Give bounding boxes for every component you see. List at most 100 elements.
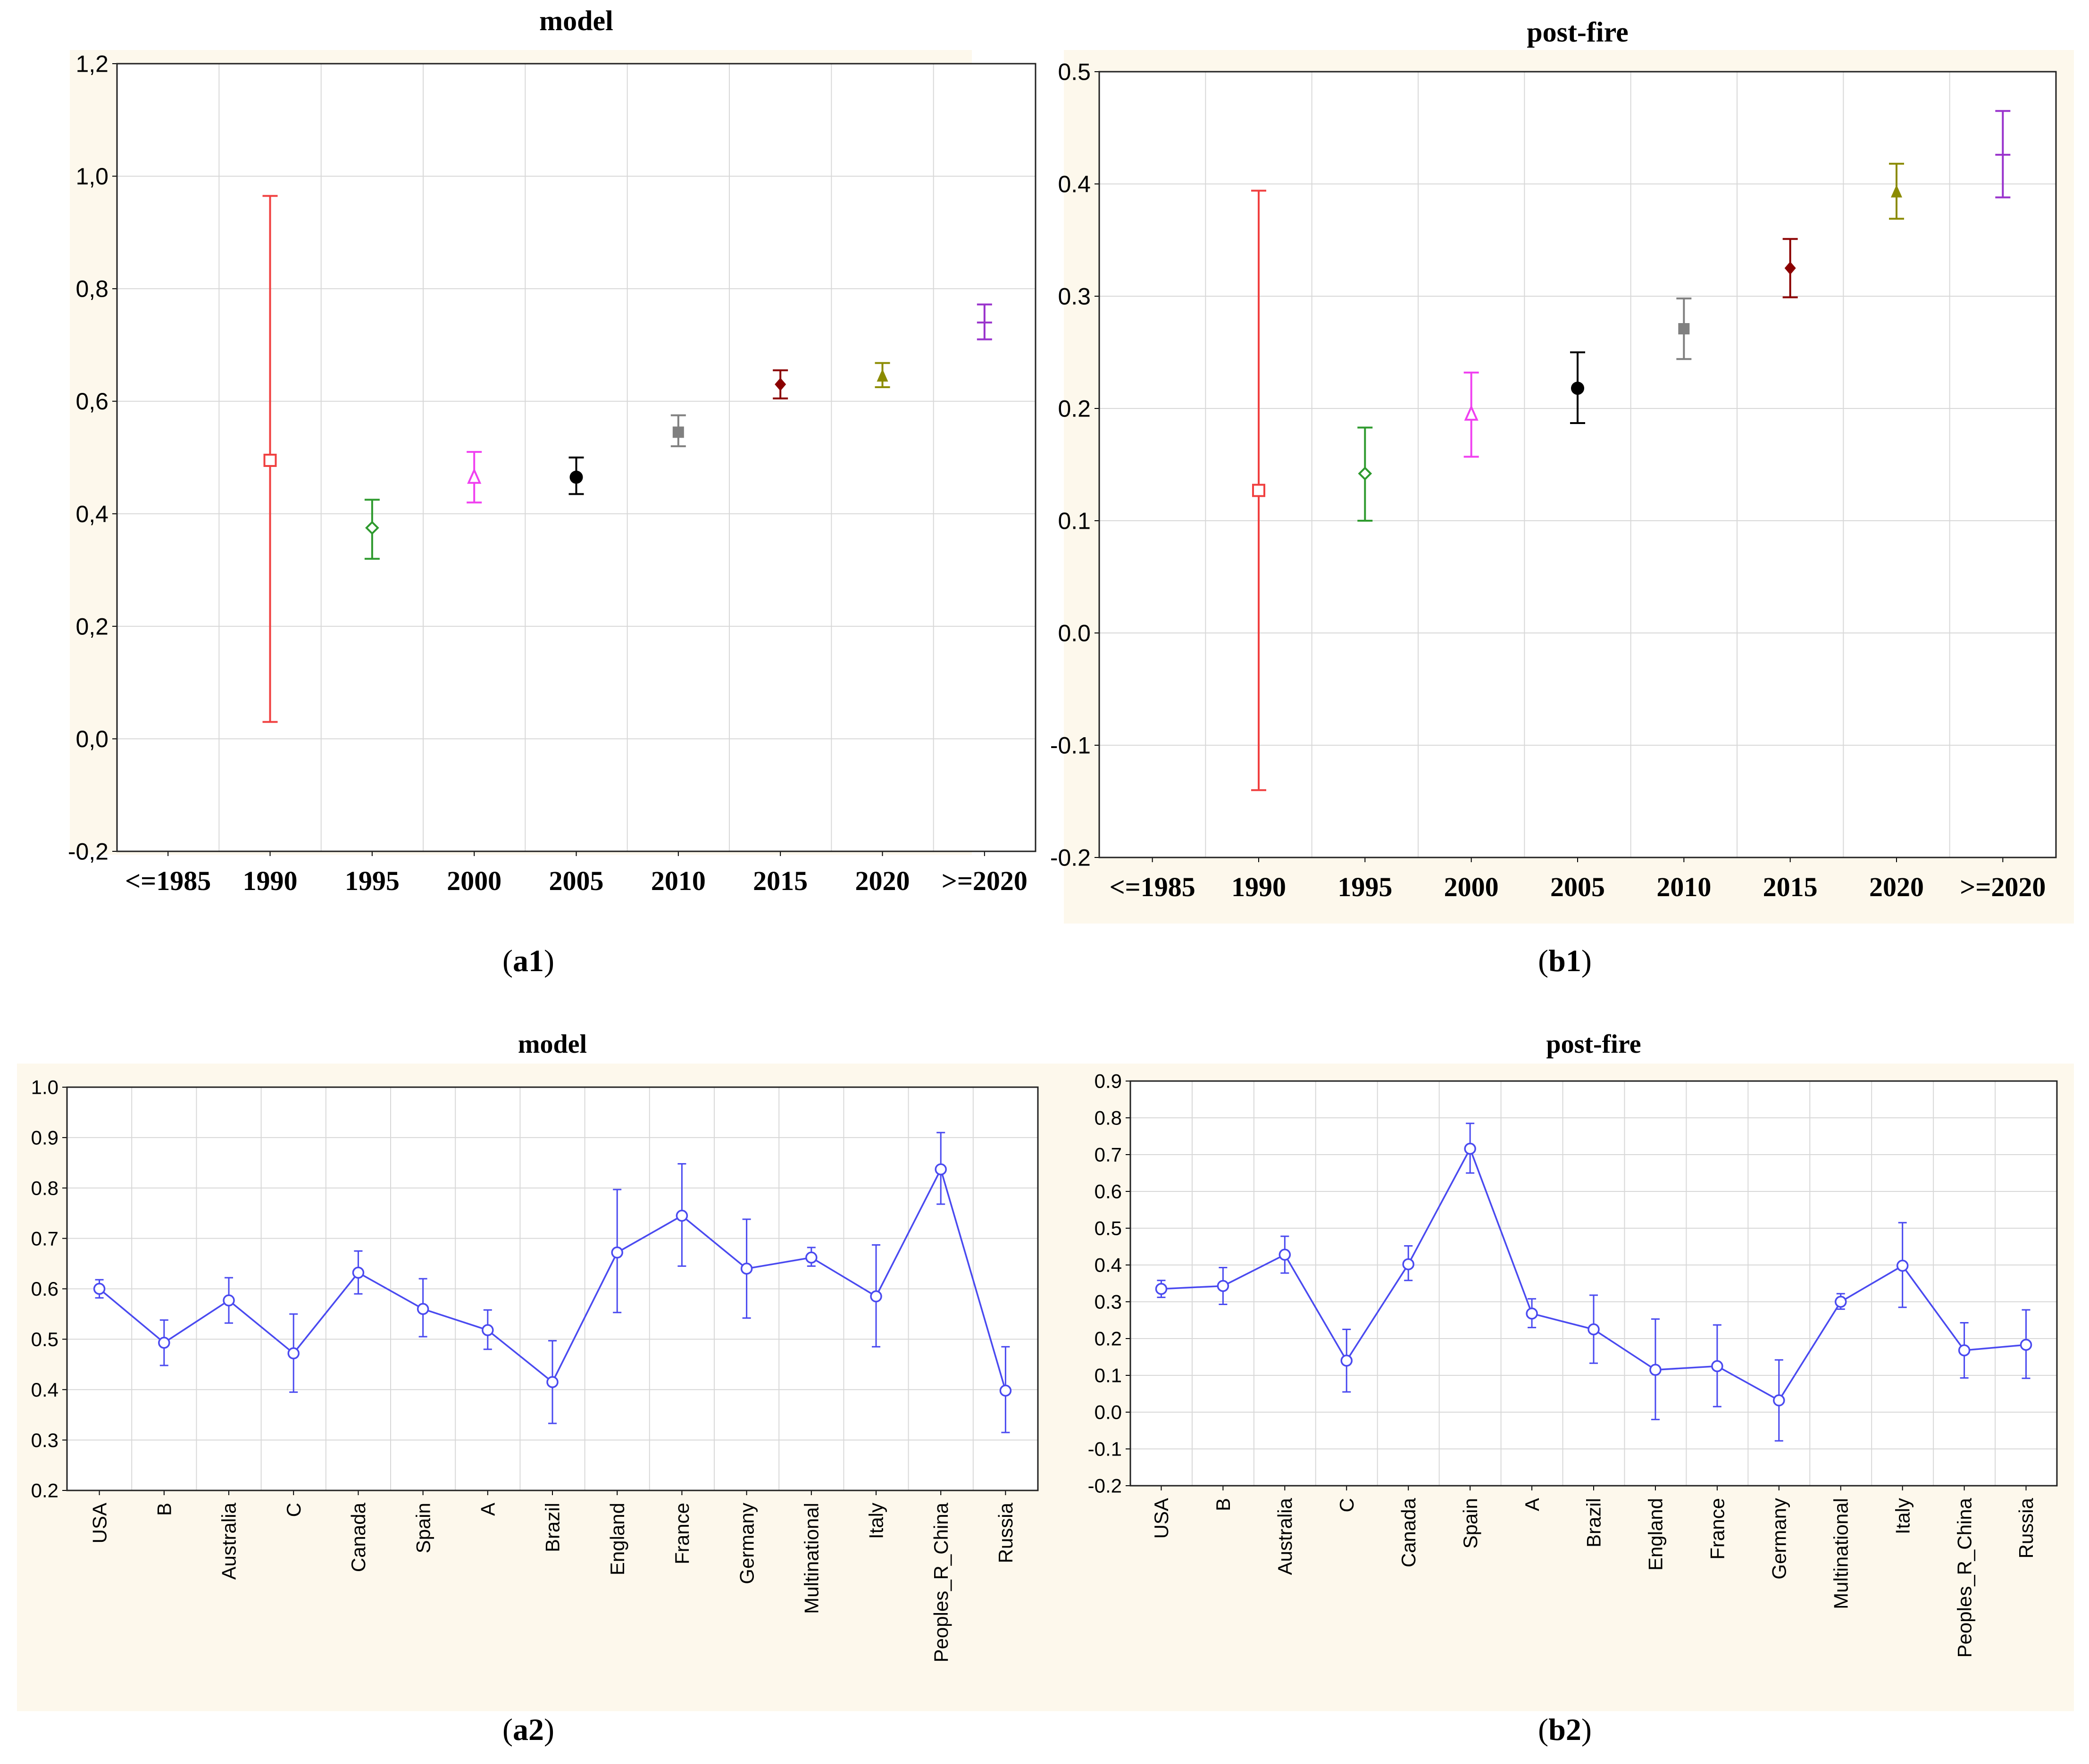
x-category-label: C <box>1336 1498 1358 1512</box>
data-point <box>1155 1282 1168 1295</box>
y-tick-label: -0.2 <box>1088 1475 1122 1497</box>
caption-a2-prefix: ( <box>502 1713 513 1747</box>
y-tick-label: 0.5 <box>1095 1217 1122 1240</box>
chart-title: model <box>518 1030 587 1059</box>
y-tick-label: 0.1 <box>1095 1365 1122 1387</box>
data-point <box>223 1294 235 1306</box>
y-tick-label: 0.5 <box>31 1328 58 1350</box>
data-point <box>365 521 379 535</box>
x-category-label: 2010 <box>1656 872 1711 902</box>
caption-a1-suffix: ) <box>544 944 554 978</box>
data-point <box>287 1347 300 1360</box>
y-tick-label: -0.1 <box>1050 732 1091 759</box>
y-tick-label: 0.8 <box>1095 1107 1122 1129</box>
x-category-label: Spain <box>412 1503 434 1553</box>
data-point <box>676 1209 688 1222</box>
y-tick-label: 1,0 <box>75 163 109 190</box>
data-point <box>1340 1355 1353 1367</box>
y-tick-label: 0,4 <box>75 501 109 527</box>
data-point <box>775 377 786 391</box>
x-category-label: Spain <box>1459 1498 1481 1548</box>
y-tick-label: 0.3 <box>31 1429 58 1451</box>
data-point <box>1217 1280 1229 1292</box>
data-point <box>1773 1394 1785 1406</box>
data-point <box>1891 184 1902 198</box>
data-point <box>1896 1259 1909 1272</box>
data-point <box>1464 1142 1476 1155</box>
x-category-label: 2020 <box>1869 872 1924 902</box>
data-point <box>569 470 583 484</box>
caption-a1-prefix: ( <box>502 944 513 978</box>
data-point <box>1278 1248 1291 1261</box>
x-category-label: Canada <box>1397 1498 1420 1567</box>
x-category-label: Italy <box>1891 1498 1914 1534</box>
y-tick-label: 0.0 <box>1095 1401 1122 1423</box>
y-tick-label: 0,0 <box>75 726 109 752</box>
data-point <box>1678 323 1690 335</box>
caption-a2-suffix: ) <box>544 1713 554 1747</box>
y-tick-label: 0.6 <box>1095 1181 1122 1203</box>
caption-a1-letter: a1 <box>513 944 544 978</box>
chart-a2: model 0.2 0.3 0.4 0.5 0.6 0.7 0.8 0.9 1.0 USA B Aust… <box>17 1030 1064 1711</box>
y-tick-label: 0.2 <box>1058 396 1091 422</box>
x-category-label: Canada <box>347 1502 369 1572</box>
x-category-label: Peoples_R_China <box>1953 1498 1975 1657</box>
data-point <box>467 467 482 484</box>
y-tick-label: 0.4 <box>1058 171 1091 198</box>
plot-frame <box>66 1086 1039 1491</box>
x-category-label: 2020 <box>855 865 910 896</box>
y-tick-label: 1,2 <box>75 51 109 77</box>
data-point <box>1358 466 1372 481</box>
caption-b1-suffix: ) <box>1581 944 1592 978</box>
y-tick-label: 0.2 <box>31 1480 58 1502</box>
caption-b2-letter: b2 <box>1548 1713 1581 1747</box>
data-point <box>870 1290 882 1303</box>
x-category-label: 2010 <box>651 865 706 896</box>
caption-b1: (b1) <box>1471 943 1659 979</box>
y-tick-label: 0.7 <box>31 1227 58 1249</box>
y-tick-label: 0,6 <box>75 388 109 415</box>
y-tick-label: 0.5 <box>1058 59 1091 85</box>
data-point <box>999 1384 1012 1397</box>
x-category-label: 2000 <box>447 865 501 896</box>
plot-area <box>1130 1081 2057 1486</box>
x-category-label: England <box>1645 1498 1667 1571</box>
x-category-label: A <box>1521 1498 1543 1511</box>
data-point <box>1464 404 1479 421</box>
x-category-label: 2015 <box>1763 872 1818 902</box>
y-tick-label: 0.3 <box>1095 1291 1122 1313</box>
y-tick-label: 0.2 <box>1095 1328 1122 1350</box>
x-category-label: Peoples_R_China <box>930 1502 952 1662</box>
caption-a1: (a1) <box>434 943 623 979</box>
data-point <box>1834 1296 1847 1308</box>
data-point <box>1526 1307 1538 1320</box>
y-tick-label: 1.0 <box>31 1076 58 1098</box>
x-category-label: 2005 <box>1550 872 1605 902</box>
data-point <box>611 1246 623 1259</box>
chart-title: post-fire <box>1546 1030 1641 1059</box>
y-tick-label: 0.9 <box>1095 1070 1122 1092</box>
data-point <box>740 1263 753 1275</box>
x-category-label: Brazil <box>542 1503 564 1552</box>
x-category-label: Multinational <box>1830 1498 1852 1609</box>
y-tick-label: 0.8 <box>31 1177 58 1199</box>
y-tick-label: 0.3 <box>1058 283 1091 310</box>
y-tick-label: 0.1 <box>1058 508 1091 534</box>
x-category-label: B <box>1212 1498 1234 1511</box>
caption-b2: (b2) <box>1471 1712 1659 1748</box>
chart-b2: post-fire -0.2 -0.1 0.0 0.1 0.2 0.3 0.4 0.5 0.6 0.… <box>1064 1030 2074 1711</box>
y-tick-label: 0.4 <box>1095 1254 1122 1276</box>
y-tick-label: 0.4 <box>31 1379 58 1401</box>
y-tick-label: 0.7 <box>1095 1144 1122 1166</box>
data-point <box>1649 1364 1662 1376</box>
data-point <box>546 1376 559 1388</box>
chart-title: model <box>539 5 613 36</box>
data-point <box>1784 261 1796 275</box>
caption-b2-prefix: ( <box>1538 1713 1549 1747</box>
data-point <box>1711 1360 1723 1373</box>
data-point <box>672 426 684 438</box>
x-category-label: Brazil <box>1583 1498 1605 1548</box>
y-tick-label: -0.2 <box>1050 845 1091 871</box>
x-category-label: Australia <box>1274 1498 1296 1575</box>
